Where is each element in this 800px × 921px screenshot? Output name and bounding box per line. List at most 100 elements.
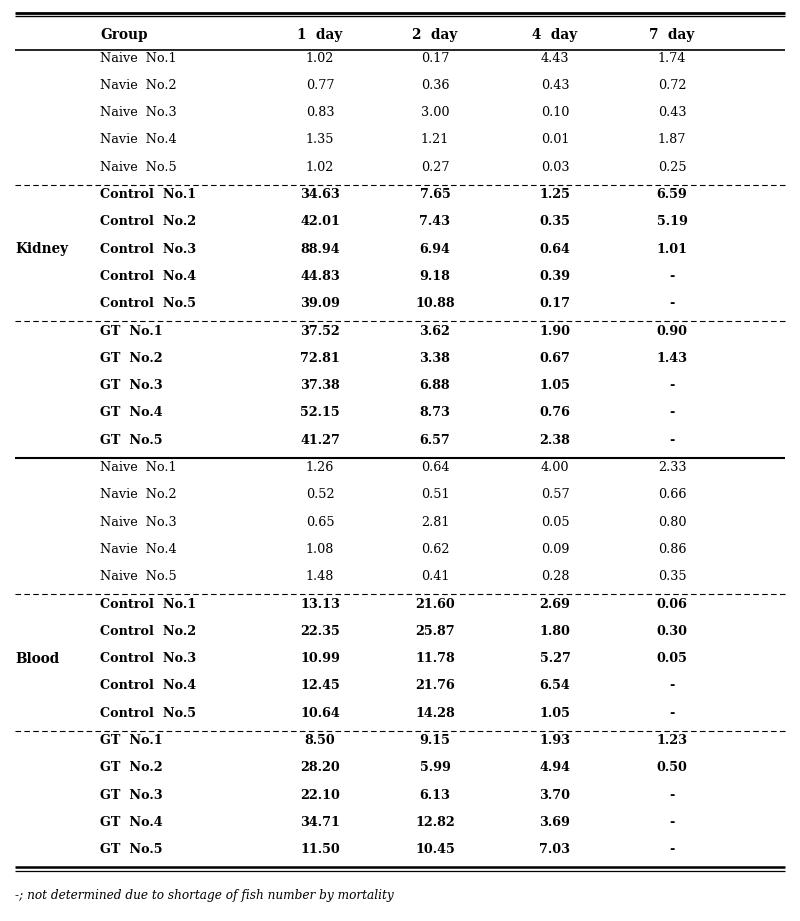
Text: 44.83: 44.83: [300, 270, 340, 283]
Text: 21.76: 21.76: [415, 680, 455, 693]
Text: 5.99: 5.99: [419, 762, 450, 775]
Text: 2.33: 2.33: [658, 461, 686, 474]
Text: 0.76: 0.76: [539, 406, 570, 419]
Text: 52.15: 52.15: [300, 406, 340, 419]
Text: 0.57: 0.57: [541, 488, 570, 501]
Text: Control  No.5: Control No.5: [100, 706, 196, 719]
Text: -: -: [670, 270, 674, 283]
Text: 34.63: 34.63: [300, 188, 340, 201]
Text: 6.59: 6.59: [657, 188, 687, 201]
Text: 0.01: 0.01: [541, 134, 569, 146]
Text: 0.72: 0.72: [658, 79, 686, 92]
Text: 0.90: 0.90: [657, 324, 687, 337]
Text: 7.03: 7.03: [539, 844, 570, 857]
Text: GT  No.5: GT No.5: [100, 844, 162, 857]
Text: 3.69: 3.69: [539, 816, 570, 829]
Text: 1.02: 1.02: [306, 52, 334, 64]
Text: 0.39: 0.39: [539, 270, 570, 283]
Text: GT  No.2: GT No.2: [100, 352, 162, 365]
Text: 1.35: 1.35: [306, 134, 334, 146]
Text: 4  day: 4 day: [533, 28, 578, 42]
Text: -: -: [670, 816, 674, 829]
Text: GT  No.1: GT No.1: [100, 324, 162, 337]
Text: 0.52: 0.52: [306, 488, 334, 501]
Text: Kidney: Kidney: [15, 242, 68, 256]
Text: -: -: [670, 379, 674, 392]
Text: Naive  No.5: Naive No.5: [100, 570, 177, 583]
Text: 10.99: 10.99: [300, 652, 340, 665]
Text: 0.51: 0.51: [421, 488, 450, 501]
Text: 22.10: 22.10: [300, 788, 340, 801]
Text: 7.65: 7.65: [420, 188, 450, 201]
Text: Control  No.2: Control No.2: [100, 216, 196, 228]
Text: 0.67: 0.67: [539, 352, 570, 365]
Text: 12.82: 12.82: [415, 816, 455, 829]
Text: 3.70: 3.70: [539, 788, 570, 801]
Text: -: -: [670, 406, 674, 419]
Text: 0.17: 0.17: [539, 297, 570, 310]
Text: 1.23: 1.23: [657, 734, 687, 747]
Text: 0.25: 0.25: [658, 160, 686, 174]
Text: GT  No.2: GT No.2: [100, 762, 162, 775]
Text: 6.57: 6.57: [420, 434, 450, 447]
Text: 7.43: 7.43: [419, 216, 450, 228]
Text: 0.62: 0.62: [421, 542, 450, 556]
Text: 0.17: 0.17: [421, 52, 449, 64]
Text: Group: Group: [100, 28, 147, 42]
Text: 0.64: 0.64: [539, 242, 570, 256]
Text: Naive  No.1: Naive No.1: [100, 52, 177, 64]
Text: Control  No.3: Control No.3: [100, 242, 196, 256]
Text: -: -: [670, 844, 674, 857]
Text: 6.94: 6.94: [419, 242, 450, 256]
Text: 4.94: 4.94: [539, 762, 570, 775]
Text: 1.25: 1.25: [539, 188, 570, 201]
Text: GT  No.4: GT No.4: [100, 406, 162, 419]
Text: 22.35: 22.35: [300, 624, 340, 638]
Text: 0.83: 0.83: [306, 106, 334, 119]
Text: 0.36: 0.36: [421, 79, 450, 92]
Text: 9.18: 9.18: [419, 270, 450, 283]
Text: Control  No.4: Control No.4: [100, 270, 196, 283]
Text: 0.05: 0.05: [541, 516, 570, 529]
Text: Naive  No.3: Naive No.3: [100, 106, 177, 119]
Text: 9.15: 9.15: [419, 734, 450, 747]
Text: 3.62: 3.62: [419, 324, 450, 337]
Text: 1.48: 1.48: [306, 570, 334, 583]
Text: 37.52: 37.52: [300, 324, 340, 337]
Text: 1.74: 1.74: [658, 52, 686, 64]
Text: 34.71: 34.71: [300, 816, 340, 829]
Text: Control  No.4: Control No.4: [100, 680, 196, 693]
Text: 0.80: 0.80: [658, 516, 686, 529]
Text: 1.87: 1.87: [658, 134, 686, 146]
Text: GT  No.5: GT No.5: [100, 434, 162, 447]
Text: Naive  No.1: Naive No.1: [100, 461, 177, 474]
Text: 0.35: 0.35: [539, 216, 570, 228]
Text: 0.64: 0.64: [421, 461, 450, 474]
Text: 0.43: 0.43: [658, 106, 686, 119]
Text: 39.09: 39.09: [300, 297, 340, 310]
Text: 21.60: 21.60: [415, 598, 455, 611]
Text: 8.50: 8.50: [305, 734, 335, 747]
Text: 0.86: 0.86: [658, 542, 686, 556]
Text: 0.09: 0.09: [541, 542, 570, 556]
Text: 2.69: 2.69: [539, 598, 570, 611]
Text: 1.26: 1.26: [306, 461, 334, 474]
Text: 7  day: 7 day: [650, 28, 694, 42]
Text: 0.03: 0.03: [541, 160, 570, 174]
Text: GT  No.1: GT No.1: [100, 734, 162, 747]
Text: 1.05: 1.05: [539, 379, 570, 392]
Text: 1.08: 1.08: [306, 542, 334, 556]
Text: 1.90: 1.90: [539, 324, 570, 337]
Text: 0.27: 0.27: [421, 160, 450, 174]
Text: 0.30: 0.30: [657, 624, 687, 638]
Text: 1.02: 1.02: [306, 160, 334, 174]
Text: -: -: [670, 706, 674, 719]
Text: 8.73: 8.73: [419, 406, 450, 419]
Text: 28.20: 28.20: [300, 762, 340, 775]
Text: Navie  No.4: Navie No.4: [100, 542, 177, 556]
Text: 0.50: 0.50: [657, 762, 687, 775]
Text: 1.80: 1.80: [539, 624, 570, 638]
Text: -: -: [670, 788, 674, 801]
Text: Control  No.5: Control No.5: [100, 297, 196, 310]
Text: 2  day: 2 day: [412, 28, 458, 42]
